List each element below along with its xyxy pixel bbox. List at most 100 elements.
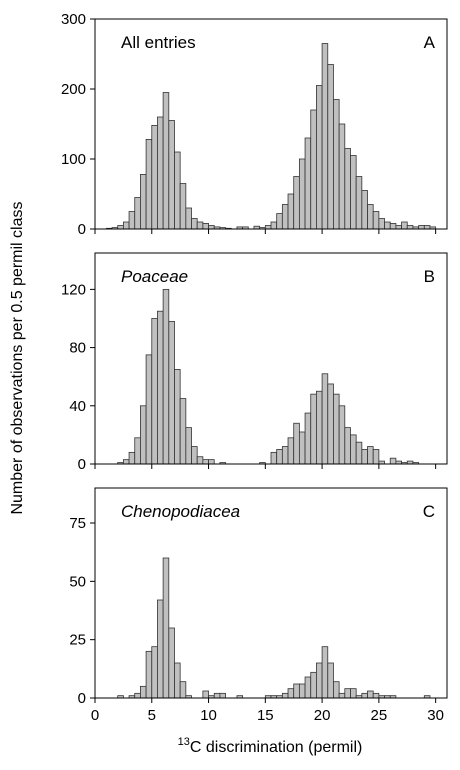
bar [372, 211, 380, 230]
bar [122, 221, 130, 230]
y-tick-label: 0 [78, 221, 86, 238]
bar [208, 459, 215, 465]
bar [333, 681, 340, 699]
bar [310, 109, 317, 230]
bar [310, 393, 317, 465]
bar [298, 158, 306, 230]
bar [157, 310, 164, 465]
bar [128, 211, 136, 230]
bar [281, 692, 289, 699]
bar [174, 369, 181, 465]
bar [276, 449, 283, 465]
bar [361, 190, 368, 230]
bar [367, 446, 374, 465]
bar [140, 405, 147, 465]
bar [122, 459, 130, 465]
bar [185, 207, 192, 230]
bar [327, 383, 334, 465]
y-tick-label: 200 [61, 81, 86, 98]
bar [168, 627, 175, 699]
x-axis-label: 13C discrimination (permil) [178, 736, 363, 756]
panel-title: Chenopodiacea [121, 502, 240, 521]
bar [350, 688, 357, 699]
bar [293, 683, 300, 699]
bar [219, 692, 226, 699]
bar [157, 599, 164, 699]
bar [361, 449, 368, 465]
bar [321, 646, 329, 699]
x-tick-label: 20 [314, 707, 331, 724]
bar [304, 137, 312, 230]
bar [174, 151, 181, 230]
bar [134, 197, 141, 230]
bar [338, 692, 346, 699]
bar [145, 138, 153, 230]
bar [355, 176, 363, 230]
bar [151, 318, 158, 465]
x-tick-label: 5 [148, 707, 156, 724]
y-tick-label: 25 [69, 632, 86, 649]
bar [179, 398, 187, 465]
bar [179, 681, 187, 699]
bar [179, 183, 187, 230]
bar [338, 405, 346, 465]
y-tick-label: 80 [69, 340, 86, 357]
panel-title: All entries [121, 33, 196, 52]
y-tick-label: 75 [69, 515, 86, 532]
x-tick-label: 10 [200, 707, 217, 724]
bar [316, 662, 323, 699]
panel-label: B [424, 267, 435, 286]
y-axis-label: Number of observations per 0.5 permil cl… [9, 201, 26, 514]
bar [191, 218, 198, 230]
bar [395, 225, 402, 230]
bar [418, 225, 425, 230]
bar [140, 685, 147, 699]
bar [196, 221, 204, 230]
bar [372, 692, 380, 699]
y-tick-label: 50 [69, 573, 86, 590]
bar [140, 173, 147, 230]
bar [344, 688, 351, 699]
bar [293, 176, 300, 230]
bar [134, 437, 141, 465]
bar [423, 225, 431, 230]
bar [389, 457, 397, 465]
bar [208, 225, 215, 230]
bar [191, 446, 198, 465]
bar [406, 225, 414, 230]
bar [281, 204, 289, 230]
bar [117, 225, 124, 230]
x-tick-label: 15 [257, 707, 274, 724]
bar [270, 221, 278, 230]
bar [185, 427, 192, 465]
bar [264, 225, 272, 230]
bar [276, 213, 283, 230]
bar [145, 650, 153, 699]
bar [157, 116, 164, 230]
bar [344, 427, 351, 465]
bar [213, 692, 221, 699]
bar [316, 85, 323, 230]
bar [281, 446, 289, 465]
x-tick-label: 25 [371, 707, 388, 724]
bar [287, 437, 295, 465]
y-tick-label: 100 [61, 151, 86, 168]
bar [355, 441, 363, 465]
bar [350, 434, 357, 465]
bar [304, 412, 312, 465]
x-tick-label: 0 [91, 707, 99, 724]
bar [367, 204, 374, 230]
panel-label: A [424, 33, 436, 52]
bar [168, 120, 175, 230]
bar [350, 155, 357, 230]
x-axis-label-sup: 13 [178, 736, 190, 748]
bar [145, 354, 153, 465]
bar [196, 456, 204, 465]
plot-frame [94, 487, 448, 699]
y-tick-label: 0 [78, 690, 86, 707]
bar [134, 692, 141, 699]
y-tick-label: 40 [69, 398, 86, 415]
bar [162, 557, 170, 699]
bar [298, 683, 306, 699]
